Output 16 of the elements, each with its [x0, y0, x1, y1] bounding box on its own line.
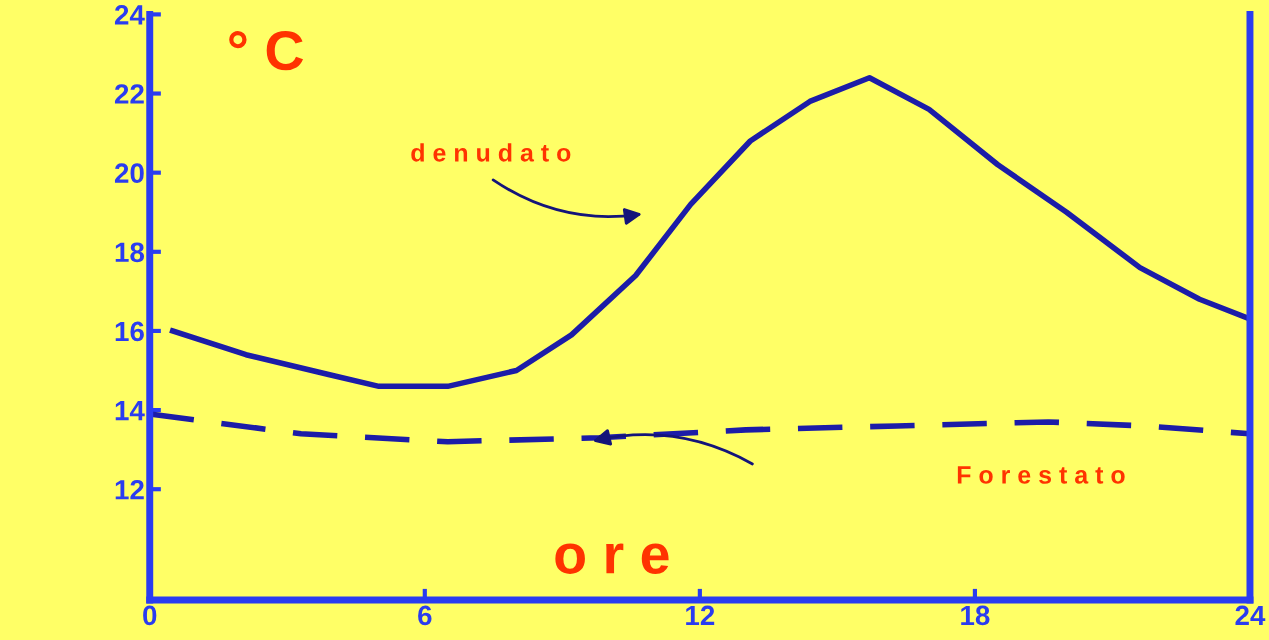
y-tick-label: 18 — [115, 242, 145, 263]
annotation: d e n u d a t o — [411, 143, 571, 162]
x-tick-label: 24 — [1235, 605, 1266, 625]
x-tick-label: 18 — [961, 605, 990, 626]
y-tick-label: 22 — [114, 84, 144, 104]
y-axis-title: ° C — [229, 30, 304, 71]
y-tick-label: 12 — [115, 479, 144, 500]
y-tick-label: 20 — [114, 163, 144, 184]
x-axis-title: o r e — [555, 543, 669, 574]
annotation: F o r e s t a t o — [957, 466, 1125, 484]
x-tick-label: 12 — [686, 605, 715, 625]
x-tick-label: 6 — [418, 605, 432, 626]
y-tick-label: 16 — [115, 321, 144, 342]
y-tick-label: 14 — [115, 401, 145, 421]
x-tick-label: 0 — [143, 605, 157, 626]
y-tick-label: 24 — [114, 5, 145, 25]
